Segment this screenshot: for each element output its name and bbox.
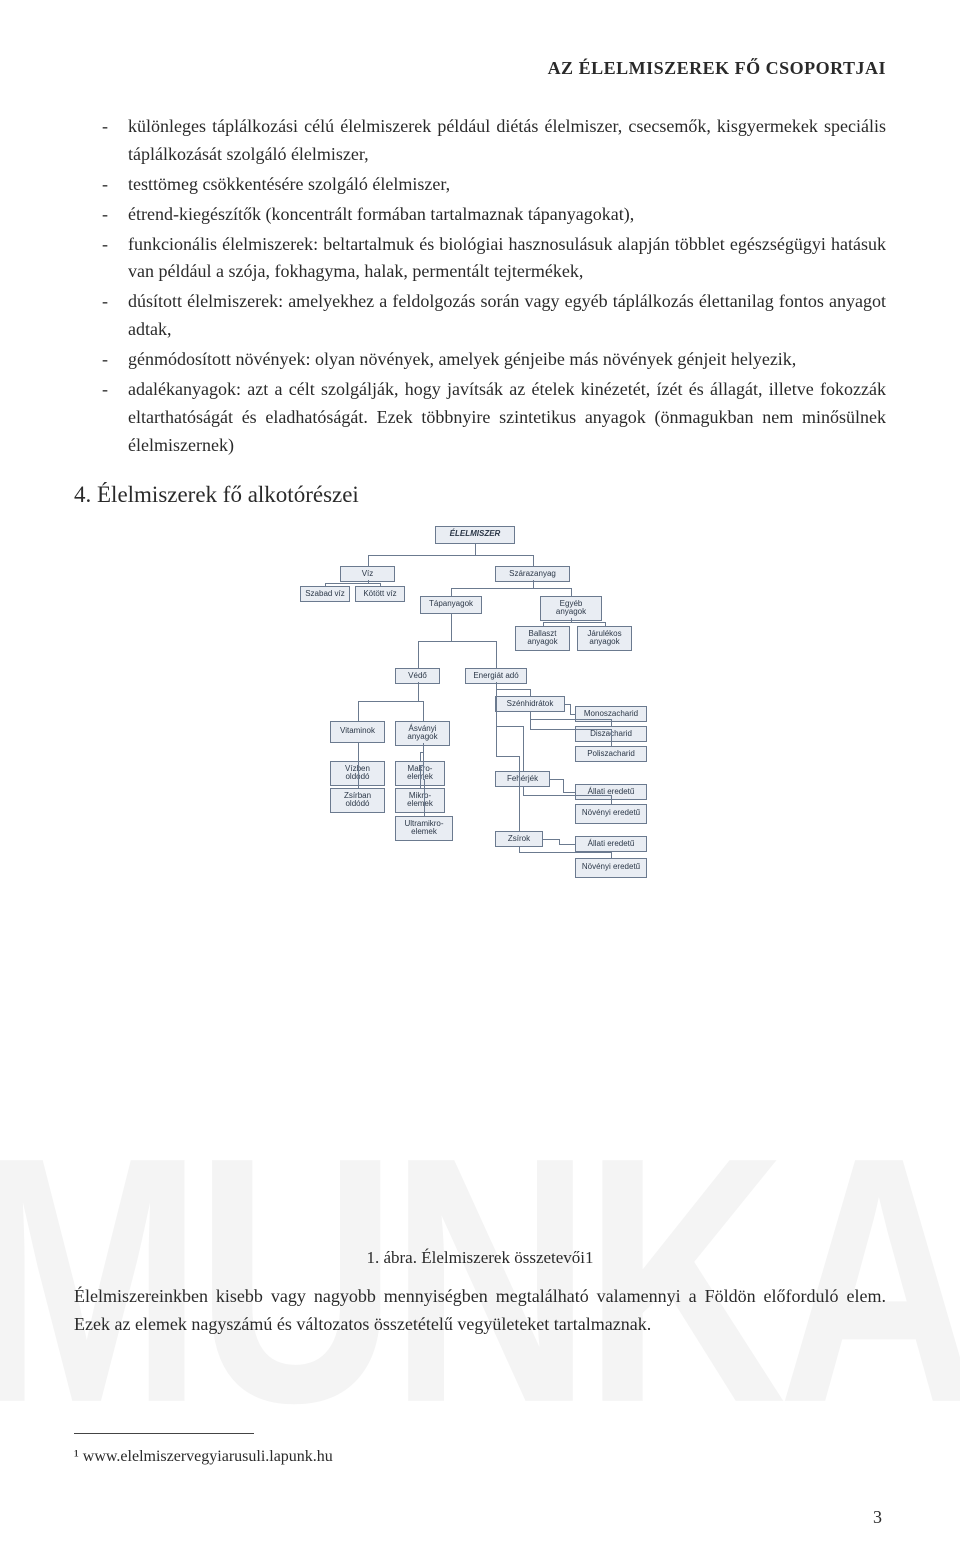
tree-edge xyxy=(475,555,533,556)
tree-edge xyxy=(496,641,497,668)
tree-edge xyxy=(496,726,523,727)
tree-node-allati2: Állati eredetű xyxy=(575,836,647,853)
tree-edge xyxy=(418,682,419,702)
bullet-list: különleges táplálkozási célú élelmiszere… xyxy=(102,113,886,460)
food-components-tree: ÉLELMISZERVízSzárazanyagSzabad vízKötött… xyxy=(245,526,715,896)
tree-node-jarul: Járulékos anyagok xyxy=(577,626,632,652)
tree-edge xyxy=(543,622,572,623)
tree-node-vitamin: Vitaminok xyxy=(330,721,385,743)
bullet-item: étrend-kiegészítők (koncentrált formában… xyxy=(102,201,886,229)
tree-edge xyxy=(530,689,531,696)
tree-edge xyxy=(563,779,564,792)
tree-edge xyxy=(611,719,612,726)
tree-node-mikro: Mikro- elemek xyxy=(395,788,445,814)
tree-edge xyxy=(563,792,576,793)
tree-edge xyxy=(325,583,326,586)
body-paragraph: Élelmiszereinkben kisebb vagy nagyobb me… xyxy=(74,1282,886,1340)
bullet-item: génmódosított növények: olyan növények, … xyxy=(102,346,886,374)
figure-caption: 1. ábra. Élelmiszerek összetevői1 xyxy=(74,1248,886,1268)
footnote-rule xyxy=(74,1433,254,1434)
tree-node-ballaszt: Ballaszt anyagok xyxy=(515,626,570,652)
tree-node-zsirban: Zsírban oldódó xyxy=(330,788,385,814)
tree-edge xyxy=(451,614,452,641)
tree-edge xyxy=(530,712,531,729)
tree-edge xyxy=(611,852,612,858)
tree-edge xyxy=(605,622,606,626)
tree-edge xyxy=(368,583,381,584)
footnote-text: ¹ www.elelmiszervegyiarusuli.lapunk.hu xyxy=(74,1448,886,1466)
tree-edge xyxy=(571,588,572,596)
tree-edge xyxy=(475,544,476,555)
page-number: 3 xyxy=(873,1507,882,1528)
tree-edge xyxy=(519,756,520,831)
section-heading: 4. Élelmiszerek fő alkotórészei xyxy=(74,482,886,508)
bullet-item: dúsított élelmiszerek: amelyekhez a feld… xyxy=(102,288,886,344)
tree-edge xyxy=(358,743,359,766)
tree-node-poli: Poliszacharid xyxy=(575,746,647,763)
tree-edge xyxy=(570,704,571,714)
tree-edge xyxy=(368,555,369,566)
tree-edge xyxy=(358,765,359,788)
tree-edge xyxy=(611,795,612,804)
page-header-title: AZ ÉLELMISZEREK FŐ CSOPORTJAI xyxy=(74,58,886,79)
tree-node-tap: Tápanyagok xyxy=(420,596,482,614)
tree-edge xyxy=(571,622,605,623)
tree-edge xyxy=(533,555,534,566)
tree-edge xyxy=(570,714,575,715)
tree-node-szabadviz: Szabad víz xyxy=(300,586,350,603)
tree-node-ultra: Ultramikro- elemek xyxy=(395,816,453,842)
tree-edge xyxy=(325,583,368,584)
tree-edge xyxy=(451,641,496,642)
tree-edge xyxy=(380,583,381,586)
tree-edge xyxy=(496,682,497,757)
tree-edge xyxy=(611,729,612,746)
tree-edge xyxy=(533,588,572,589)
bullet-item: testtömeg csökkentésére szolgáló élelmis… xyxy=(102,171,886,199)
tree-edge xyxy=(543,622,544,626)
tree-node-kotottviz: Kötött víz xyxy=(355,586,405,603)
bullet-item: adalékanyagok: azt a célt szolgálják, ho… xyxy=(102,376,886,460)
tree-edge xyxy=(559,844,575,845)
tree-edge xyxy=(420,752,421,761)
tree-edge xyxy=(418,641,419,668)
tree-edge xyxy=(420,765,421,788)
tree-edge xyxy=(358,701,359,721)
tree-edge xyxy=(451,588,452,596)
tree-edge xyxy=(451,588,533,589)
tree-edge xyxy=(543,839,559,840)
tree-edge xyxy=(368,555,476,556)
tree-edge xyxy=(358,701,418,702)
tree-edge xyxy=(523,795,612,796)
tree-node-feherje: Fehérjék xyxy=(495,771,550,788)
bullet-item: funkcionális élelmiszerek: beltartalmuk … xyxy=(102,231,886,287)
tree-edge xyxy=(496,689,530,690)
tree-edge xyxy=(550,779,563,780)
tree-edge xyxy=(523,787,524,796)
tree-edge xyxy=(423,743,424,780)
tree-edge xyxy=(496,756,519,757)
tree-edge xyxy=(418,641,452,642)
tree-node-novenyi2: Növényi eredetű xyxy=(575,858,647,878)
tree-edge xyxy=(424,779,425,816)
tree-edge xyxy=(530,729,611,730)
tree-node-root: ÉLELMISZER xyxy=(435,526,515,544)
bullet-item: különleges táplálkozási célú élelmiszere… xyxy=(102,113,886,169)
tree-edge xyxy=(530,719,611,720)
tree-edge xyxy=(523,726,524,771)
tree-edge xyxy=(423,701,424,721)
diagram-container: ÉLELMISZERVízSzárazanyagSzabad vízKötött… xyxy=(74,526,886,896)
tree-edge xyxy=(519,852,611,853)
tree-node-novenyi1: Növényi eredetű xyxy=(575,804,647,824)
tree-node-zsirok: Zsírok xyxy=(495,831,543,848)
tree-edge xyxy=(533,580,534,588)
tree-node-szenhidrat: Szénhidrátok xyxy=(495,696,565,713)
